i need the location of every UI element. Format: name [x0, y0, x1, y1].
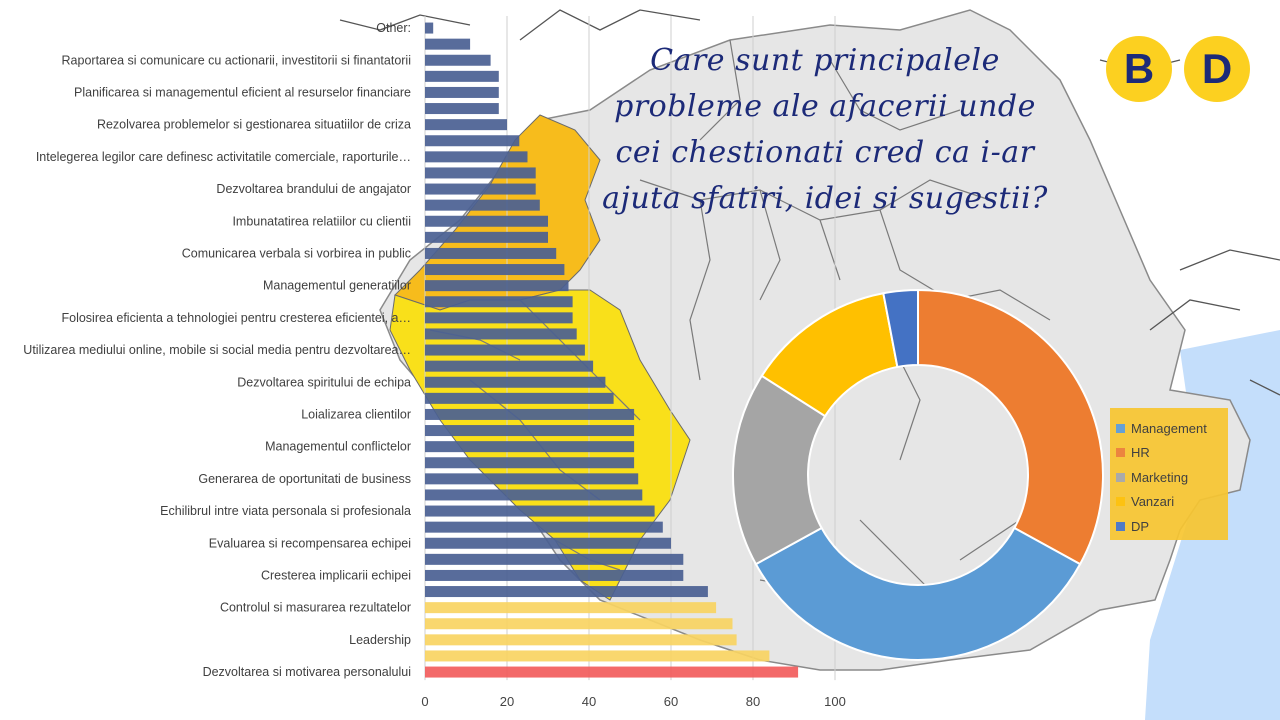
bar-26 — [425, 441, 635, 453]
legend-label: Marketing — [1131, 469, 1189, 485]
bar-36 — [425, 602, 717, 614]
bar-2 — [425, 54, 491, 66]
bar-15 — [425, 264, 565, 276]
category-label-15: Echilibrul intre viata personala si prof… — [160, 504, 411, 518]
donut-slice-dp — [882, 288, 919, 369]
logo-letter-d: D — [1184, 36, 1250, 102]
category-label-0: Other: — [376, 21, 411, 35]
x-tick-label: 40 — [582, 694, 596, 709]
x-tick-label: 80 — [746, 694, 760, 709]
bar-21 — [425, 360, 594, 372]
category-label-1: Raportarea si comunicare cu actionarii, … — [62, 53, 411, 67]
category-label-17: Cresterea implicarii echipei — [261, 568, 411, 582]
bar-30 — [425, 505, 655, 517]
bar-19 — [425, 328, 577, 340]
bar-22 — [425, 376, 606, 388]
x-tick-label: 100 — [824, 694, 846, 709]
bar-20 — [425, 344, 585, 356]
bar-11 — [425, 199, 540, 211]
category-label-5: Dezvoltarea brandului de angajator — [216, 182, 411, 196]
bar-4 — [425, 86, 499, 98]
bar-16 — [425, 280, 569, 292]
legend-item-hr: HR — [1116, 441, 1222, 466]
bar-chart-category-labels: Other: Raportarea si comunicare cu action… — [23, 21, 411, 679]
donut-chart — [732, 288, 1104, 661]
category-label-19: Leadership — [349, 633, 411, 647]
legend-label: Vanzari — [1131, 494, 1175, 510]
bar-0 — [425, 22, 434, 34]
category-label-13: Managementul conflictelor — [265, 440, 411, 454]
bar-24 — [425, 408, 635, 420]
bar-14 — [425, 247, 557, 259]
category-label-20: Dezvoltarea si motivarea personalului — [203, 665, 411, 679]
legend-item-vanzari: Vanzari — [1116, 490, 1222, 515]
bar-5 — [425, 103, 499, 115]
category-label-11: Dezvoltarea spiritului de echipa — [237, 375, 411, 389]
x-tick-label: 20 — [500, 694, 514, 709]
bar-8 — [425, 151, 528, 163]
bar-23 — [425, 392, 614, 404]
category-label-8: Managementul generatiilor — [263, 279, 411, 293]
bar-3 — [425, 70, 499, 82]
bar-40 — [425, 666, 799, 678]
legend-item-management: Management — [1116, 416, 1222, 441]
category-label-4: Intelegerea legilor care definesc activi… — [36, 150, 411, 164]
category-label-18: Controlul si masurarea rezultatelor — [220, 601, 411, 615]
bar-25 — [425, 425, 635, 437]
category-label-9: Folosirea eficienta a tehnologiei pentru… — [61, 311, 411, 325]
bar-27 — [425, 457, 635, 469]
bar-chart-bars — [425, 22, 799, 678]
category-label-2: Planificarea si managementul eficient al… — [74, 85, 411, 99]
bar-31 — [425, 521, 663, 533]
legend-label: HR — [1131, 445, 1150, 461]
bar-33 — [425, 553, 684, 565]
bar-chart-x-ticks: 0 20 40 60 80 100 — [421, 694, 845, 709]
category-label-16: Evaluarea si recompensarea echipei — [209, 536, 411, 550]
map-outer-contours — [339, 9, 1280, 396]
category-label-10: Utilizarea mediului online, mobile si so… — [23, 343, 411, 357]
bar-9 — [425, 167, 536, 179]
legend-swatch — [1116, 497, 1125, 507]
bar-28 — [425, 473, 639, 485]
bar-38 — [425, 634, 737, 646]
legend-item-marketing: Marketing — [1116, 465, 1222, 490]
bar-12 — [425, 215, 548, 227]
bar-34 — [425, 569, 684, 581]
x-tick-label: 0 — [421, 694, 428, 709]
bar-37 — [425, 618, 733, 630]
donut-legend: Management HR Marketing Vanzari DP — [1110, 408, 1228, 540]
category-label-12: Loializarea clientilor — [301, 407, 411, 421]
category-label-6: Imbunatatirea relatiilor cu clientii — [232, 214, 411, 228]
legend-swatch — [1116, 448, 1125, 458]
legend-swatch — [1116, 521, 1125, 531]
bar-35 — [425, 586, 708, 598]
bar-32 — [425, 537, 671, 549]
category-label-3: Rezolvarea problemelor si gestionarea si… — [97, 118, 411, 132]
legend-swatch — [1116, 472, 1125, 482]
page-title: Care sunt principalele probleme ale afac… — [602, 43, 1048, 216]
bar-1 — [425, 38, 471, 50]
bar-17 — [425, 296, 573, 308]
legend-label: DP — [1131, 518, 1150, 534]
legend-item-dp: DP — [1116, 514, 1222, 539]
category-label-14: Generarea de oportunitati de business — [198, 472, 411, 486]
category-label-7: Comunicarea verbala si vorbirea in publi… — [182, 246, 411, 260]
x-tick-label: 60 — [664, 694, 678, 709]
bar-6 — [425, 119, 507, 131]
donut-slice-management — [754, 526, 1082, 661]
bar-7 — [425, 135, 520, 147]
bar-13 — [425, 231, 548, 243]
logo-letter-b: B — [1106, 36, 1172, 102]
bar-29 — [425, 489, 643, 501]
donut-slice-hr — [917, 288, 1104, 566]
bar-39 — [425, 650, 770, 662]
legend-label: Management — [1131, 420, 1207, 436]
bar-10 — [425, 183, 536, 195]
bar-18 — [425, 312, 573, 324]
legend-swatch — [1116, 423, 1125, 433]
